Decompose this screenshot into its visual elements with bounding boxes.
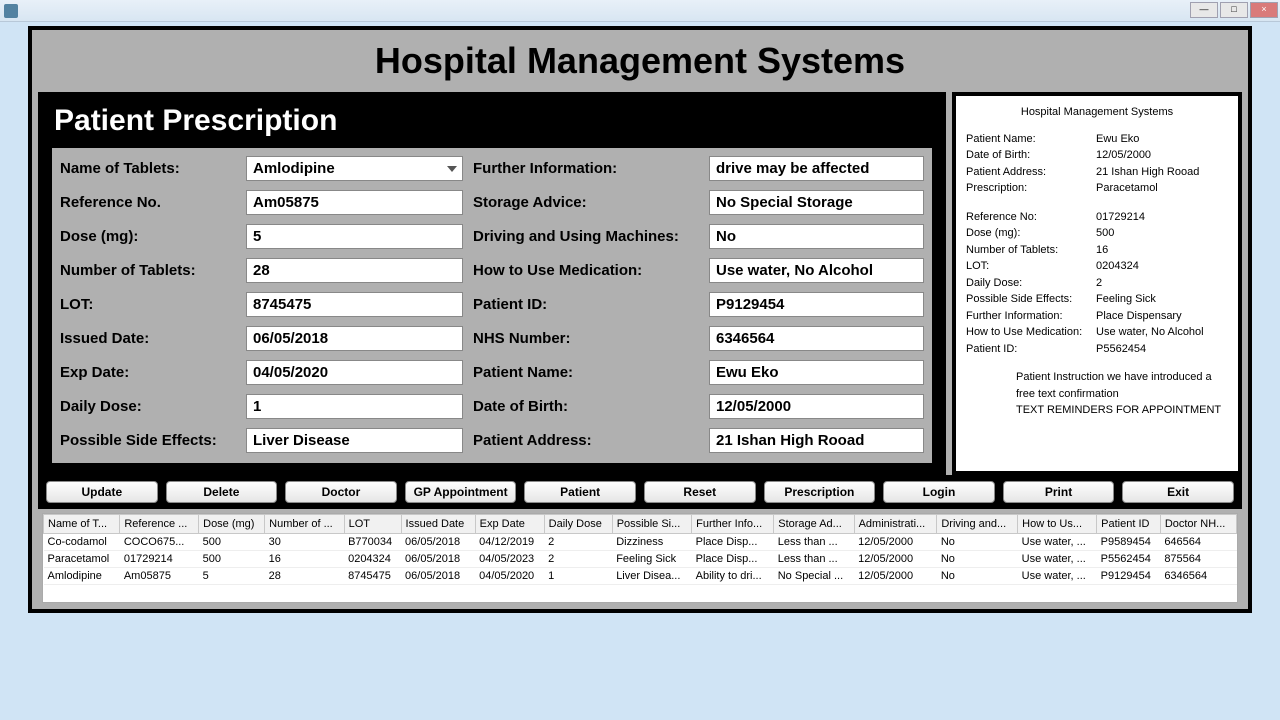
update-button[interactable]: Update	[46, 481, 158, 503]
issued-date-input[interactable]	[246, 326, 463, 351]
exp-date-input[interactable]	[246, 360, 463, 385]
how-to-use-input[interactable]	[709, 258, 924, 283]
app-frame: Hospital Management Systems Patient Pres…	[28, 26, 1252, 613]
label-exp-date: Exp Date:	[60, 364, 240, 381]
num-tablets-input[interactable]	[246, 258, 463, 283]
receipt-row: Prescription:Paracetamol	[966, 180, 1228, 197]
patient-button[interactable]: Patient	[524, 481, 636, 503]
maximize-button[interactable]: □	[1220, 2, 1248, 18]
table-header[interactable]: Patient ID	[1097, 515, 1161, 534]
minimize-button[interactable]: —	[1190, 2, 1218, 18]
data-table[interactable]: Name of T...Reference ...Dose (mg)Number…	[43, 514, 1237, 585]
data-table-wrap[interactable]: Name of T...Reference ...Dose (mg)Number…	[42, 513, 1238, 603]
form-column-left: Name of Tablets: Amlodipine Reference No…	[60, 156, 463, 453]
label-lot: LOT:	[60, 296, 240, 313]
table-row[interactable]: Co-codamolCOCO675...50030B77003406/05/20…	[44, 534, 1237, 551]
doctor-button[interactable]: Doctor	[285, 481, 397, 503]
button-row: Update Delete Doctor GP Appointment Patient R…	[38, 475, 1242, 509]
java-icon	[4, 4, 18, 18]
table-header[interactable]: Exp Date	[475, 515, 544, 534]
table-header[interactable]: How to Us...	[1018, 515, 1097, 534]
table-header[interactable]: Driving and...	[937, 515, 1018, 534]
table-header[interactable]: Dose (mg)	[199, 515, 265, 534]
delete-button[interactable]: Delete	[166, 481, 278, 503]
dob-input[interactable]	[709, 394, 924, 419]
driving-input[interactable]	[709, 224, 924, 249]
form-column-right: Further Information: Storage Advice: Dri…	[473, 156, 924, 453]
table-header[interactable]: Storage Ad...	[774, 515, 854, 534]
login-button[interactable]: Login	[883, 481, 995, 503]
table-header[interactable]: Number of ...	[265, 515, 344, 534]
label-driving: Driving and Using Machines:	[473, 228, 703, 245]
table-header[interactable]: Reference ...	[120, 515, 199, 534]
receipt-panel: Hospital Management Systems Patient Name…	[952, 92, 1242, 475]
label-patient-id: Patient ID:	[473, 296, 703, 313]
label-further-info: Further Information:	[473, 160, 703, 177]
table-header[interactable]: LOT	[344, 515, 401, 534]
table-header[interactable]: Name of T...	[44, 515, 120, 534]
table-row[interactable]: AmlodipineAm05875528874547506/05/201804/…	[44, 568, 1237, 585]
sub-title: Patient Prescription	[50, 102, 934, 146]
receipt-row: Further Information:Place Dispensary	[966, 308, 1228, 325]
gp-appointment-button[interactable]: GP Appointment	[405, 481, 517, 503]
patient-name-input[interactable]	[709, 360, 924, 385]
table-header[interactable]: Issued Date	[401, 515, 475, 534]
label-dob: Date of Birth:	[473, 398, 703, 415]
table-row[interactable]: Paracetamol0172921450016020432406/05/201…	[44, 551, 1237, 568]
table-header[interactable]: Daily Dose	[544, 515, 612, 534]
label-daily-dose: Daily Dose:	[60, 398, 240, 415]
prescription-button[interactable]: Prescription	[764, 481, 876, 503]
label-name-of-tablets: Name of Tablets:	[60, 160, 240, 177]
receipt-row: Patient ID:P5562454	[966, 341, 1228, 358]
label-how-to-use: How to Use Medication:	[473, 262, 703, 279]
storage-input[interactable]	[709, 190, 924, 215]
exit-button[interactable]: Exit	[1122, 481, 1234, 503]
lot-input[interactable]	[246, 292, 463, 317]
form-panel: Patient Prescription Name of Tablets: Am…	[38, 92, 946, 475]
label-nhs-number: NHS Number:	[473, 330, 703, 347]
patient-id-input[interactable]	[709, 292, 924, 317]
label-address: Patient Address:	[473, 432, 703, 449]
window-titlebar: — □ ×	[0, 0, 1280, 22]
receipt-row: Patient Address:21 Ishan High Rooad	[966, 164, 1228, 181]
receipt-row: Dose (mg):500	[966, 225, 1228, 242]
receipt-row: How to Use Medication:Use water, No Alco…	[966, 324, 1228, 341]
receipt-row: Possible Side Effects:Feeling Sick	[966, 291, 1228, 308]
dose-input[interactable]	[246, 224, 463, 249]
label-reference-no: Reference No.	[60, 194, 240, 211]
receipt-row: Patient Name:Ewu Eko	[966, 131, 1228, 148]
name-of-tablets-select[interactable]: Amlodipine	[246, 156, 463, 181]
print-button[interactable]: Print	[1003, 481, 1115, 503]
side-effects-input[interactable]	[246, 428, 463, 453]
table-header[interactable]: Further Info...	[692, 515, 774, 534]
receipt-row: LOT:0204324	[966, 258, 1228, 275]
label-side-effects: Possible Side Effects:	[60, 432, 240, 449]
label-storage: Storage Advice:	[473, 194, 703, 211]
receipt-row: Date of Birth:12/05/2000	[966, 147, 1228, 164]
label-dose: Dose (mg):	[60, 228, 240, 245]
label-patient-name: Patient Name:	[473, 364, 703, 381]
label-num-tablets: Number of Tablets:	[60, 262, 240, 279]
nhs-number-input[interactable]	[709, 326, 924, 351]
receipt-row: Reference No:01729214	[966, 209, 1228, 226]
daily-dose-input[interactable]	[246, 394, 463, 419]
address-input[interactable]	[709, 428, 924, 453]
reset-button[interactable]: Reset	[644, 481, 756, 503]
table-header[interactable]: Administrati...	[854, 515, 937, 534]
close-button[interactable]: ×	[1250, 2, 1278, 18]
further-info-input[interactable]	[709, 156, 924, 181]
label-issued-date: Issued Date:	[60, 330, 240, 347]
reference-no-input[interactable]	[246, 190, 463, 215]
receipt-row: Number of Tablets:16	[966, 242, 1228, 259]
table-header[interactable]: Possible Si...	[612, 515, 691, 534]
table-header[interactable]: Doctor NH...	[1160, 515, 1236, 534]
receipt-title: Hospital Management Systems	[966, 104, 1228, 121]
receipt-row: Daily Dose:2	[966, 275, 1228, 292]
receipt-note: Patient Instruction we have introduced a…	[966, 369, 1228, 419]
main-title: Hospital Management Systems	[38, 36, 1242, 92]
